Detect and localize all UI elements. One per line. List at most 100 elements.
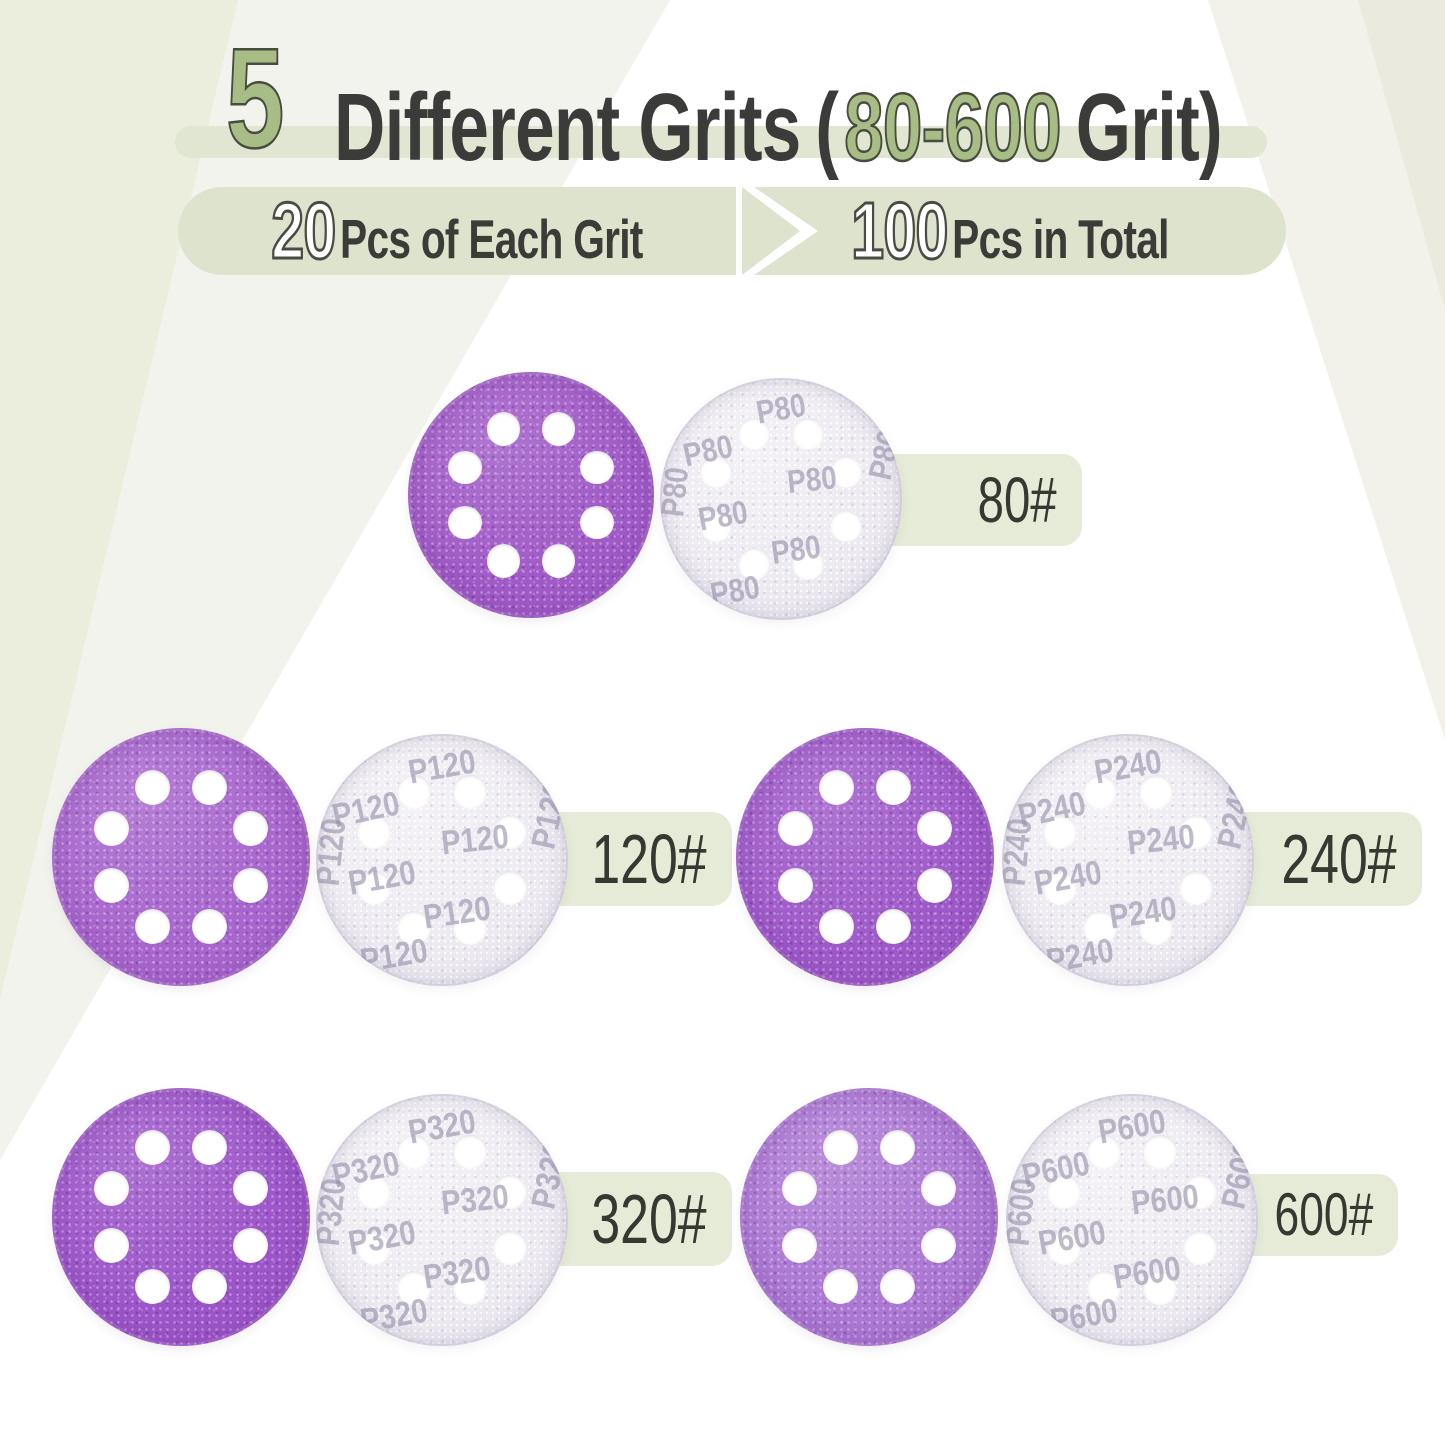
disc-hole <box>487 544 521 578</box>
grit-print: P80 <box>785 457 839 500</box>
disc-hole <box>1178 815 1213 850</box>
disc-hole <box>822 1130 858 1166</box>
disc-hole <box>1138 910 1173 945</box>
disc-hole <box>1142 1270 1177 1305</box>
disc-hole <box>397 1270 432 1305</box>
disc-hole <box>541 544 575 578</box>
grit-print: P120 <box>439 817 511 863</box>
disc-hole <box>880 1130 916 1166</box>
grit-label-80-text: 80# <box>977 464 1057 536</box>
disc-hole <box>357 1230 392 1265</box>
grit-print: P320 <box>344 1213 419 1263</box>
disc-hole <box>580 451 614 485</box>
disc-hole <box>134 908 170 944</box>
grit-print: P240 <box>1002 816 1040 889</box>
disc-hole <box>94 1228 130 1264</box>
headline-text: Different Grits (80-600 Grit) <box>334 78 1223 177</box>
disc-hole <box>916 868 952 904</box>
disc-hole <box>699 455 733 489</box>
disc-hole <box>737 417 771 451</box>
disc-hole <box>452 1270 487 1305</box>
sanding-disc-back-120: P120 P120 P120 P120 P120 P120 P120 P120 <box>316 734 568 986</box>
sanding-disc-front-120 <box>52 728 310 986</box>
disc-hole <box>541 412 575 446</box>
disc-hole <box>737 547 771 581</box>
disc-hole <box>822 1268 858 1304</box>
disc-hole <box>880 1268 916 1304</box>
disc-hole <box>1083 910 1118 945</box>
disc-hole <box>192 908 228 944</box>
banner-left-content: 20Pcs of Each Grit <box>270 189 643 272</box>
grit-label-240-text: 240# <box>1281 820 1397 898</box>
disc-hole <box>1087 1135 1122 1170</box>
disc-hole <box>134 1268 170 1304</box>
disc-hole <box>1138 775 1173 810</box>
disc-hole <box>1043 815 1078 850</box>
grit-print: P600 <box>1006 1176 1044 1249</box>
grit-print: P240 <box>1043 931 1117 981</box>
disc-hole <box>134 1130 170 1166</box>
disc-hole <box>192 1268 228 1304</box>
headline-big-number: 5 <box>225 19 304 178</box>
banner-right-content: 100Pcs in Total <box>851 189 1170 272</box>
disc-hole <box>232 1170 268 1206</box>
headline-big-number-text: 5 <box>225 19 285 178</box>
disc-hole <box>778 868 814 904</box>
disc-hole <box>1182 1230 1217 1265</box>
grit-print: P600 <box>1214 1137 1258 1212</box>
sanding-disc-back-320: P320 P320 P320 P320 P320 P320 P320 P320 <box>316 1094 568 1346</box>
grit-print: P240 <box>1125 817 1197 863</box>
headline-grit-range: 80-600 <box>843 74 1062 181</box>
banner-right-text: Pcs in Total <box>952 208 1170 270</box>
sanding-disc-back-80: P80 P80 P80 P80 P80 P80 P80 P80 <box>660 378 902 620</box>
disc-hole <box>192 1130 228 1166</box>
disc-hole <box>1043 870 1078 905</box>
banner-pcs-each-grit: 20Pcs of Each Grit <box>178 187 736 275</box>
grit-print: P600 <box>1111 1249 1184 1297</box>
sanding-disc-front-600 <box>740 1088 998 1346</box>
disc-hole <box>94 1170 130 1206</box>
disc-hole <box>791 417 825 451</box>
disc-hole <box>818 770 854 806</box>
grit-print: P120 <box>316 816 354 889</box>
disc-hole <box>782 1170 818 1206</box>
disc-hole <box>791 547 825 581</box>
disc-hole <box>1087 1270 1122 1305</box>
sanding-disc-back-240: P240 P240 P240 P240 P240 P240 P240 P240 <box>1002 734 1254 986</box>
grit-print: P80 <box>695 492 751 538</box>
disc-hole <box>1142 1135 1177 1170</box>
grit-print: P600 <box>1034 1213 1109 1263</box>
disc-hole <box>1182 1175 1217 1210</box>
sanding-disc-back-600: P600 P600 P600 P600 P600 P600 P600 P600 <box>1006 1094 1258 1346</box>
disc-hole <box>492 1175 527 1210</box>
grit-label-120-text: 120# <box>591 820 707 898</box>
disc-hole <box>916 810 952 846</box>
disc-hole <box>232 810 268 846</box>
grit-label-600-text: 600# <box>1274 1181 1373 1248</box>
banner-left-number: 20 <box>270 186 337 275</box>
disc-hole <box>818 908 854 944</box>
sanding-disc-front-320 <box>52 1088 310 1346</box>
grit-print: P320 <box>421 1249 494 1297</box>
disc-hole <box>876 770 912 806</box>
disc-hole <box>134 770 170 806</box>
sanding-disc-front-240 <box>736 728 994 986</box>
disc-hole <box>448 505 482 539</box>
headline-paren-close: Grit) <box>1075 74 1223 181</box>
disc-hole <box>782 1228 818 1264</box>
headline-main: Different Grits <box>334 74 801 181</box>
disc-hole <box>920 1228 956 1264</box>
disc-hole <box>492 870 527 905</box>
disc-hole <box>829 509 863 543</box>
disc-hole <box>487 412 521 446</box>
grit-print: P120 <box>344 853 419 903</box>
grit-print: P320 <box>316 1176 354 1249</box>
headline: Different Grits (80-600 Grit) <box>334 78 1445 177</box>
disc-hole <box>1047 1175 1082 1210</box>
grit-print: P80 <box>660 465 695 519</box>
grit-print: P80 <box>768 527 823 571</box>
grit-print: P320 <box>524 1137 568 1212</box>
grit-print: P80 <box>707 567 763 613</box>
disc-hole <box>699 509 733 543</box>
